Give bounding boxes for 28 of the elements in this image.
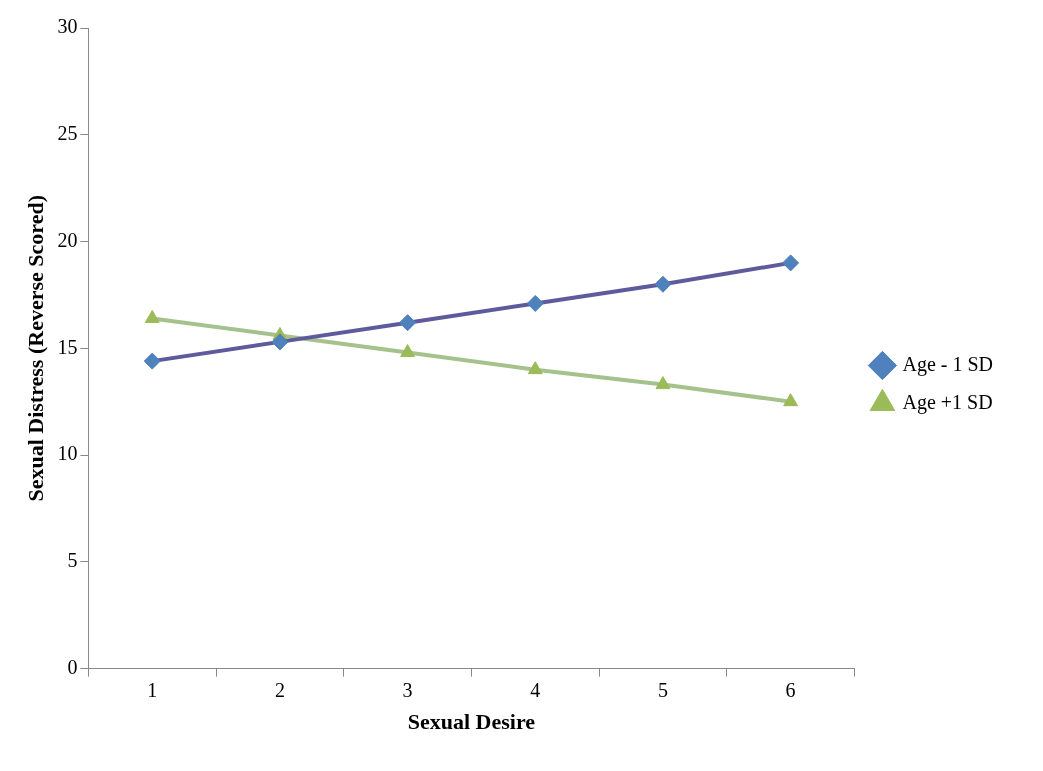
point — [526, 294, 544, 312]
point — [655, 376, 671, 390]
y-tick-label: 20 — [57, 228, 78, 251]
y-tick-label: 30 — [57, 15, 78, 38]
point — [783, 393, 799, 407]
point — [654, 275, 672, 293]
point — [144, 309, 160, 323]
x-axis-title: Sexual Desire — [407, 709, 536, 735]
point — [399, 314, 417, 332]
point — [143, 352, 161, 370]
x-tick-label: 4 — [530, 678, 541, 701]
x-tick-label: 3 — [402, 678, 413, 701]
x-tick-label: 1 — [147, 678, 158, 701]
x-tick-label: 6 — [785, 678, 796, 701]
y-tick-label: 10 — [57, 442, 78, 465]
y-axis-title: Sexual Distress (Reverse Scored) — [22, 195, 48, 502]
point — [527, 361, 543, 375]
point — [271, 333, 289, 351]
legend-label: Age - 1 SD — [902, 352, 993, 376]
x-tick-label: 5 — [657, 678, 668, 701]
x-tick-label: 2 — [274, 678, 285, 701]
y-tick-label: 25 — [57, 122, 78, 145]
point — [400, 344, 416, 358]
point — [782, 254, 800, 272]
legend-label: Age +1 SD — [902, 390, 993, 414]
y-tick-label: 15 — [57, 335, 78, 358]
y-tick-label: 0 — [67, 655, 78, 678]
y-tick-label: 5 — [67, 549, 78, 572]
